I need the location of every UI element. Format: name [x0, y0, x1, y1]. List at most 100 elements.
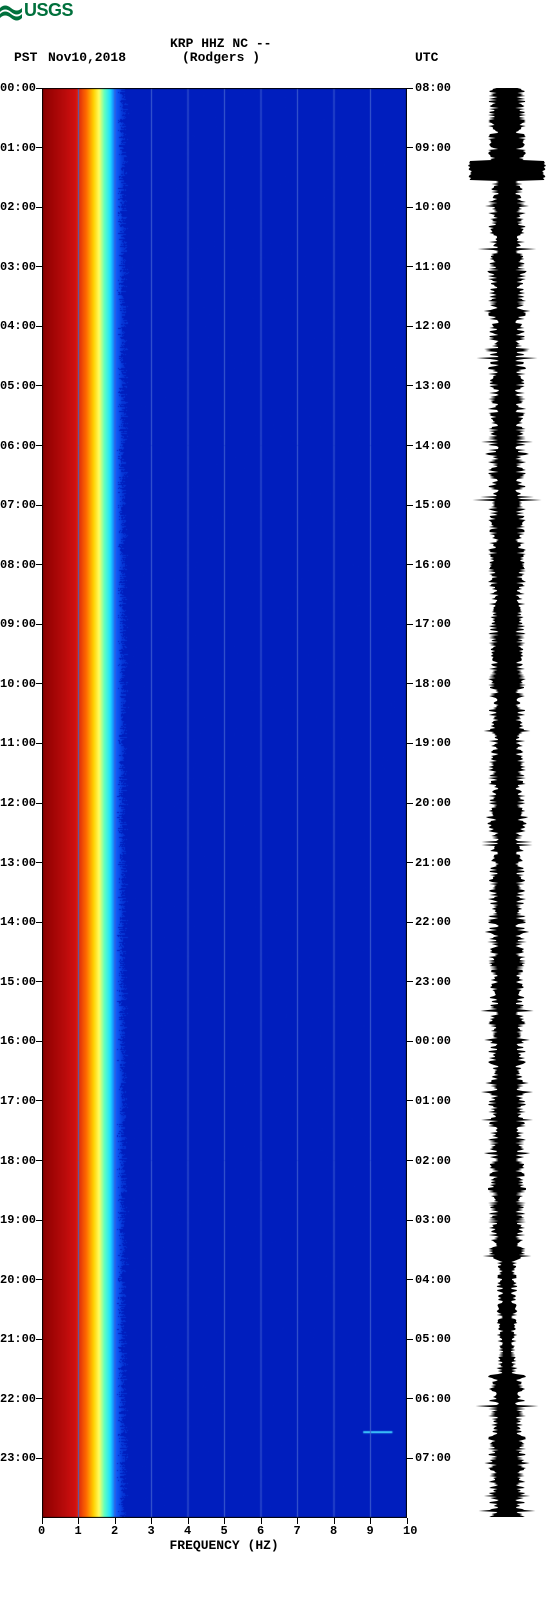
right-tick-label: 22:00: [415, 915, 451, 929]
right-tick-label: 17:00: [415, 617, 451, 631]
right-tick-label: 19:00: [415, 736, 451, 750]
left-tick-mark: [36, 1100, 42, 1101]
left-tick-mark: [36, 564, 42, 565]
right-tick-label: 12:00: [415, 319, 451, 333]
right-tick-label: 07:00: [415, 1451, 451, 1465]
right-tick-label: 01:00: [415, 1094, 451, 1108]
right-tick-mark: [407, 445, 413, 446]
left-tick-mark: [36, 981, 42, 982]
right-tick-label: 03:00: [415, 1213, 451, 1227]
right-tick-mark: [407, 207, 413, 208]
right-tick-mark: [407, 1279, 413, 1280]
frequency-axis-label: FREQUENCY (HZ): [170, 1538, 279, 1553]
left-tick-mark: [36, 1398, 42, 1399]
left-tick-mark: [36, 1160, 42, 1161]
left-tick-label: 10:00: [0, 677, 36, 691]
left-tick-label: 12:00: [0, 796, 36, 810]
left-tick-mark: [36, 147, 42, 148]
left-tick-mark: [36, 1041, 42, 1042]
left-tick-mark: [36, 445, 42, 446]
right-tick-label: 00:00: [415, 1034, 451, 1048]
right-tick-label: 02:00: [415, 1154, 451, 1168]
waveform-trace: [468, 88, 546, 1517]
left-tick-label: 05:00: [0, 379, 36, 393]
freq-tick-label: 1: [75, 1524, 82, 1538]
left-tick-label: 04:00: [0, 319, 36, 333]
left-tick-mark: [36, 505, 42, 506]
left-tick-label: 11:00: [0, 736, 36, 750]
left-tick-label: 06:00: [0, 439, 36, 453]
right-tick-mark: [407, 326, 413, 327]
right-tick-mark: [407, 624, 413, 625]
right-tick-label: 05:00: [415, 1332, 451, 1346]
left-tick-mark: [36, 803, 42, 804]
left-tick-label: 17:00: [0, 1094, 36, 1108]
left-tick-mark: [36, 326, 42, 327]
left-tick-label: 07:00: [0, 498, 36, 512]
right-tick-label: 09:00: [415, 141, 451, 155]
right-tick-mark: [407, 1398, 413, 1399]
left-tick-mark: [36, 207, 42, 208]
left-tick-mark: [36, 1279, 42, 1280]
right-tick-label: 18:00: [415, 677, 451, 691]
right-tick-label: 14:00: [415, 439, 451, 453]
right-tick-mark: [407, 1100, 413, 1101]
left-tick-label: 23:00: [0, 1451, 36, 1465]
left-tick-label: 03:00: [0, 260, 36, 274]
right-tick-mark: [407, 88, 413, 89]
date-label: Nov10,2018: [48, 50, 126, 65]
right-tick-mark: [407, 803, 413, 804]
right-tick-mark: [407, 1339, 413, 1340]
freq-tick-label: 7: [294, 1524, 301, 1538]
right-tick-mark: [407, 743, 413, 744]
waveform-plot: [468, 88, 546, 1518]
left-tick-label: 00:00: [0, 81, 36, 95]
left-tick-label: 18:00: [0, 1154, 36, 1168]
right-tick-label: 15:00: [415, 498, 451, 512]
left-tick-mark: [36, 862, 42, 863]
left-tick-label: 02:00: [0, 200, 36, 214]
right-tick-mark: [407, 1041, 413, 1042]
right-tick-label: 13:00: [415, 379, 451, 393]
left-tick-label: 01:00: [0, 141, 36, 155]
usgs-text: USGS: [24, 0, 73, 21]
left-tick-mark: [36, 743, 42, 744]
right-tick-label: 20:00: [415, 796, 451, 810]
right-tick-mark: [407, 922, 413, 923]
freq-tick-label: 9: [367, 1524, 374, 1538]
freq-tick-label: 6: [257, 1524, 264, 1538]
left-tick-mark: [36, 266, 42, 267]
root-container: USGS PST Nov10,2018 KRP HHZ NC -- (Rodge…: [0, 0, 552, 1613]
left-tick-label: 09:00: [0, 617, 36, 631]
right-tick-mark: [407, 147, 413, 148]
left-tick-label: 08:00: [0, 558, 36, 572]
left-tick-label: 16:00: [0, 1034, 36, 1048]
right-tick-label: 23:00: [415, 975, 451, 989]
freq-tick-label: 10: [403, 1524, 417, 1538]
right-tick-label: 04:00: [415, 1273, 451, 1287]
left-tick-label: 14:00: [0, 915, 36, 929]
right-tick-mark: [407, 683, 413, 684]
left-timezone-label: PST: [14, 50, 37, 65]
right-tick-mark: [407, 1220, 413, 1221]
freq-tick-label: 2: [111, 1524, 118, 1538]
right-tick-label: 21:00: [415, 856, 451, 870]
left-tick-label: 13:00: [0, 856, 36, 870]
right-timezone-label: UTC: [415, 50, 438, 65]
right-tick-mark: [407, 862, 413, 863]
right-tick-label: 08:00: [415, 81, 451, 95]
left-tick-mark: [36, 922, 42, 923]
right-tick-mark: [407, 266, 413, 267]
right-tick-label: 06:00: [415, 1392, 451, 1406]
right-tick-label: 10:00: [415, 200, 451, 214]
left-tick-mark: [36, 1458, 42, 1459]
station-label: KRP HHZ NC --: [170, 36, 271, 51]
spectrogram-plot: [42, 88, 407, 1518]
freq-tick-label: 0: [38, 1524, 45, 1538]
right-tick-mark: [407, 981, 413, 982]
usgs-wave-icon: [0, 1, 22, 21]
left-tick-mark: [36, 624, 42, 625]
right-tick-mark: [407, 1458, 413, 1459]
left-tick-mark: [36, 683, 42, 684]
right-tick-mark: [407, 564, 413, 565]
